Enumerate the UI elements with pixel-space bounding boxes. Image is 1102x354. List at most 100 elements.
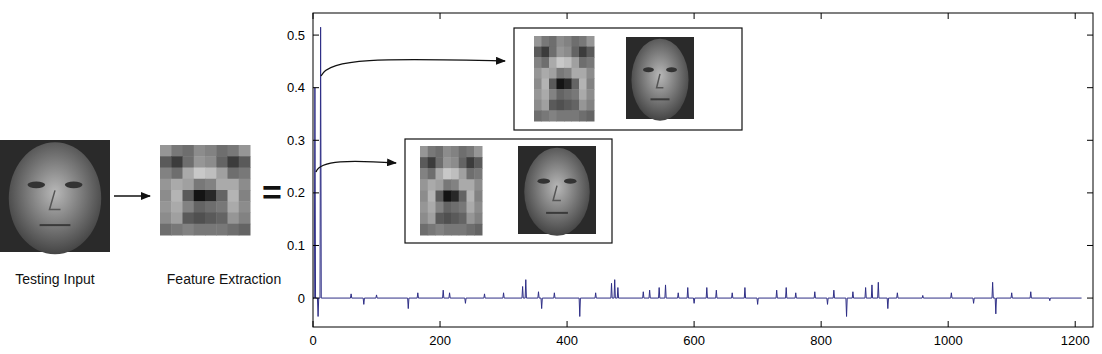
y-tick-right	[1087, 298, 1093, 299]
plot-data	[313, 27, 1082, 316]
y-tick-right	[1087, 192, 1093, 193]
feature-cell	[542, 89, 550, 100]
x-tick	[567, 321, 568, 327]
feature-cell	[579, 36, 587, 47]
feature-cell	[183, 190, 195, 202]
feature-cell	[443, 168, 451, 180]
feature-cell	[205, 213, 217, 225]
feature-cell	[542, 57, 550, 68]
feature-cell	[534, 100, 542, 111]
x-tick	[694, 321, 695, 327]
x-tick-top	[440, 13, 441, 19]
feature-cell	[183, 179, 195, 191]
feature-cell	[228, 179, 240, 191]
feature-cell	[534, 89, 542, 100]
feature-cell	[534, 79, 542, 90]
face-eye	[65, 181, 83, 188]
feature-cell	[587, 110, 595, 121]
feature-cell	[428, 224, 436, 236]
feature-mosaic	[534, 36, 595, 122]
feature-cell	[160, 190, 172, 202]
feature-cell	[459, 213, 467, 225]
face-image	[518, 146, 596, 236]
feature-cell	[557, 68, 565, 79]
feature-cell	[216, 168, 228, 180]
feature-cell	[194, 190, 206, 202]
feature-cell	[549, 100, 557, 111]
feature-cell	[572, 100, 580, 111]
feature-cell	[564, 68, 572, 79]
feature-cell	[564, 36, 572, 47]
feature-cell	[420, 157, 428, 169]
feature-cell	[451, 157, 459, 169]
feature-cell	[216, 156, 228, 168]
feature-cell	[428, 168, 436, 180]
feature-cell	[436, 202, 444, 214]
feature-cell	[542, 100, 550, 111]
feature-cell	[579, 89, 587, 100]
feature-cell	[420, 213, 428, 225]
feature-cell	[459, 191, 467, 203]
feature-cell	[205, 179, 217, 191]
x-tick	[313, 321, 314, 327]
face-eye	[538, 179, 550, 184]
y-tick	[313, 35, 319, 36]
x-tick-top	[694, 13, 695, 19]
feature-cell	[205, 201, 217, 213]
feature-cell	[451, 191, 459, 203]
feature-cell	[216, 213, 228, 225]
feature-cell	[216, 224, 228, 236]
feature-mosaic	[420, 146, 483, 236]
arrow	[321, 60, 505, 76]
face-skin	[631, 39, 688, 121]
plot-frame	[313, 13, 1093, 327]
feature-cell	[160, 213, 172, 225]
feature-cell	[564, 89, 572, 100]
feature-cell	[557, 79, 565, 90]
feature-cell	[564, 47, 572, 58]
feature-cell	[443, 202, 451, 214]
feature-cell	[467, 168, 475, 180]
feature-cell	[183, 168, 195, 180]
feature-cell	[579, 110, 587, 121]
feature-cell	[474, 202, 482, 214]
feature-cell	[194, 168, 206, 180]
feature-cell	[216, 179, 228, 191]
feature-cell	[160, 156, 172, 168]
face-nose	[553, 186, 561, 201]
feature-cell	[171, 213, 183, 225]
feature-cell	[420, 224, 428, 236]
feature-cell	[160, 224, 172, 236]
feature-cell	[436, 157, 444, 169]
feature-cell	[171, 201, 183, 213]
feature-cell	[474, 179, 482, 191]
feature-cell	[587, 36, 595, 47]
feature-cell	[205, 168, 217, 180]
feature-cell	[205, 190, 217, 202]
figure: 02004006008001000120000.10.20.30.40.5Tes…	[0, 0, 1102, 354]
face-eye	[643, 67, 654, 72]
feature-extraction-label: Feature Extraction	[167, 271, 281, 287]
feature-cell	[579, 79, 587, 90]
feature-cell	[564, 110, 572, 121]
feature-cell	[451, 179, 459, 191]
feature-cell	[160, 168, 172, 180]
feature-cell	[459, 224, 467, 236]
face-image	[626, 37, 694, 121]
feature-cell	[587, 68, 595, 79]
y-tick-label: 0.2	[287, 185, 305, 200]
x-tick-top	[1075, 13, 1076, 19]
x-tick	[821, 321, 822, 327]
feature-cell	[474, 191, 482, 203]
feature-cell	[579, 47, 587, 58]
feature-cell	[216, 190, 228, 202]
feature-cell	[474, 168, 482, 180]
feature-cell	[474, 224, 482, 236]
feature-cell	[194, 156, 206, 168]
arrow	[316, 161, 396, 172]
feature-cell	[239, 145, 251, 157]
feature-cell	[467, 157, 475, 169]
y-tick-label: 0.4	[287, 80, 305, 95]
feature-cell	[443, 213, 451, 225]
feature-cell	[467, 202, 475, 214]
